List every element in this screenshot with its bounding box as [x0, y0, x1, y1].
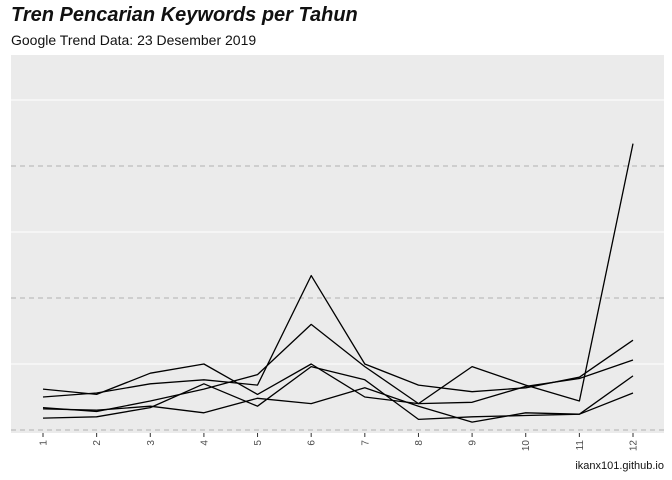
x-tick-label: 4: [199, 440, 210, 446]
series-line-2: [42, 274, 634, 398]
x-tick-label: 5: [253, 440, 264, 446]
source-caption: ikanx101.github.io: [575, 460, 664, 472]
x-tick-label: 1: [39, 440, 50, 446]
x-tick-label: 7: [360, 440, 371, 446]
series-line-3: [42, 143, 634, 413]
series-line-5: [42, 387, 634, 423]
x-tick-label: 3: [146, 440, 157, 446]
x-tick-label: 8: [414, 440, 425, 446]
x-tick-label: 9: [468, 440, 479, 446]
x-tick-label: 6: [307, 440, 318, 446]
x-tick-label: 12: [629, 440, 640, 452]
series-line-1: [42, 359, 634, 405]
chart-subtitle: Google Trend Data: 23 Desember 2019: [11, 32, 257, 48]
series-lines: [42, 143, 634, 423]
x-tick-label: 11: [575, 440, 586, 451]
x-tick-label: 10: [521, 440, 532, 452]
plot-panel: [11, 55, 664, 433]
x-tick-label: 2: [92, 440, 103, 446]
series-line-4: [42, 365, 634, 421]
x-axis: 1 2 3 4 5 6 7 8 9 10 11 12: [39, 433, 640, 451]
gridlines: [11, 99, 664, 431]
chart-title: Tren Pencarian Keywords per Tahun: [11, 4, 358, 26]
